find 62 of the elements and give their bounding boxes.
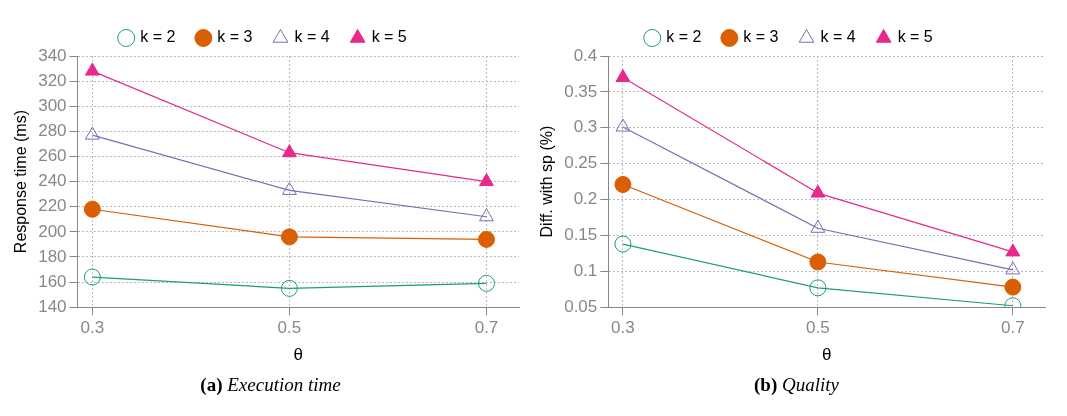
y-tick-label: 0.05 <box>564 296 598 316</box>
point <box>477 230 495 248</box>
x-axis-title: θ <box>293 345 304 365</box>
point <box>84 126 100 140</box>
text: (a) Execution time <box>200 374 341 395</box>
x-tick-label: 0.7 <box>474 318 499 338</box>
y-tick-label: 340 <box>38 45 67 65</box>
point <box>809 279 827 297</box>
legend-label: k = 2 <box>140 28 176 46</box>
point <box>614 175 632 193</box>
y-tick-label: 240 <box>38 171 67 191</box>
y-tick-label: 140 <box>38 296 67 316</box>
x-tick-label: 0.5 <box>277 318 302 338</box>
point <box>280 228 298 246</box>
y-axis-title: Response time (ms) <box>12 110 30 254</box>
x-tick-label: 0.3 <box>80 318 105 338</box>
y-tick-label: 180 <box>38 246 67 266</box>
legend-label: k = 4 <box>294 28 330 46</box>
point <box>479 208 494 222</box>
point <box>1005 261 1021 275</box>
point <box>477 274 495 292</box>
y-tick-label: 320 <box>38 70 67 90</box>
legend-label: k = 3 <box>217 28 253 46</box>
point <box>479 173 494 187</box>
x-tick-label: 0.3 <box>611 318 635 338</box>
y-tick-label: 0.3 <box>573 117 598 137</box>
y-tick-label: 160 <box>38 271 67 291</box>
point <box>281 144 297 158</box>
y-tick-label: 300 <box>38 95 67 115</box>
point <box>810 219 826 233</box>
y-tick-label: 0.2 <box>573 189 598 209</box>
legend-label: k = 5 <box>897 28 933 46</box>
y-tick-label: 220 <box>38 196 67 216</box>
y-tick-label: 260 <box>38 146 67 166</box>
x-tick-label: 0.7 <box>1001 318 1025 338</box>
y-tick-label: 0.25 <box>564 153 598 173</box>
point <box>84 62 100 76</box>
text: (b) Quality <box>754 374 839 395</box>
point <box>614 235 632 253</box>
point <box>281 181 297 195</box>
legend-label: k = 3 <box>743 28 779 46</box>
x-tick-label: 0.5 <box>806 318 830 338</box>
y-axis-title: Diff. with sp (%) <box>538 125 556 238</box>
legend-label: k = 4 <box>820 28 856 46</box>
legend-label: k = 5 <box>371 28 407 46</box>
y-tick-label: 0.1 <box>573 261 598 280</box>
point <box>280 279 298 297</box>
point <box>83 268 101 286</box>
y-tick-label: 0.35 <box>564 81 598 101</box>
point <box>615 118 631 132</box>
point <box>810 184 826 198</box>
point <box>1005 243 1021 257</box>
point <box>615 69 631 83</box>
point <box>83 200 101 218</box>
y-tick-label: 0.4 <box>573 45 598 65</box>
legend-label: k = 2 <box>666 28 702 46</box>
x-axis-title: θ <box>821 345 832 365</box>
y-tick-label: 280 <box>38 121 67 141</box>
point <box>809 253 827 271</box>
y-tick-label: 0.15 <box>564 225 598 245</box>
point <box>1004 278 1022 296</box>
y-tick-label: 200 <box>38 221 67 241</box>
